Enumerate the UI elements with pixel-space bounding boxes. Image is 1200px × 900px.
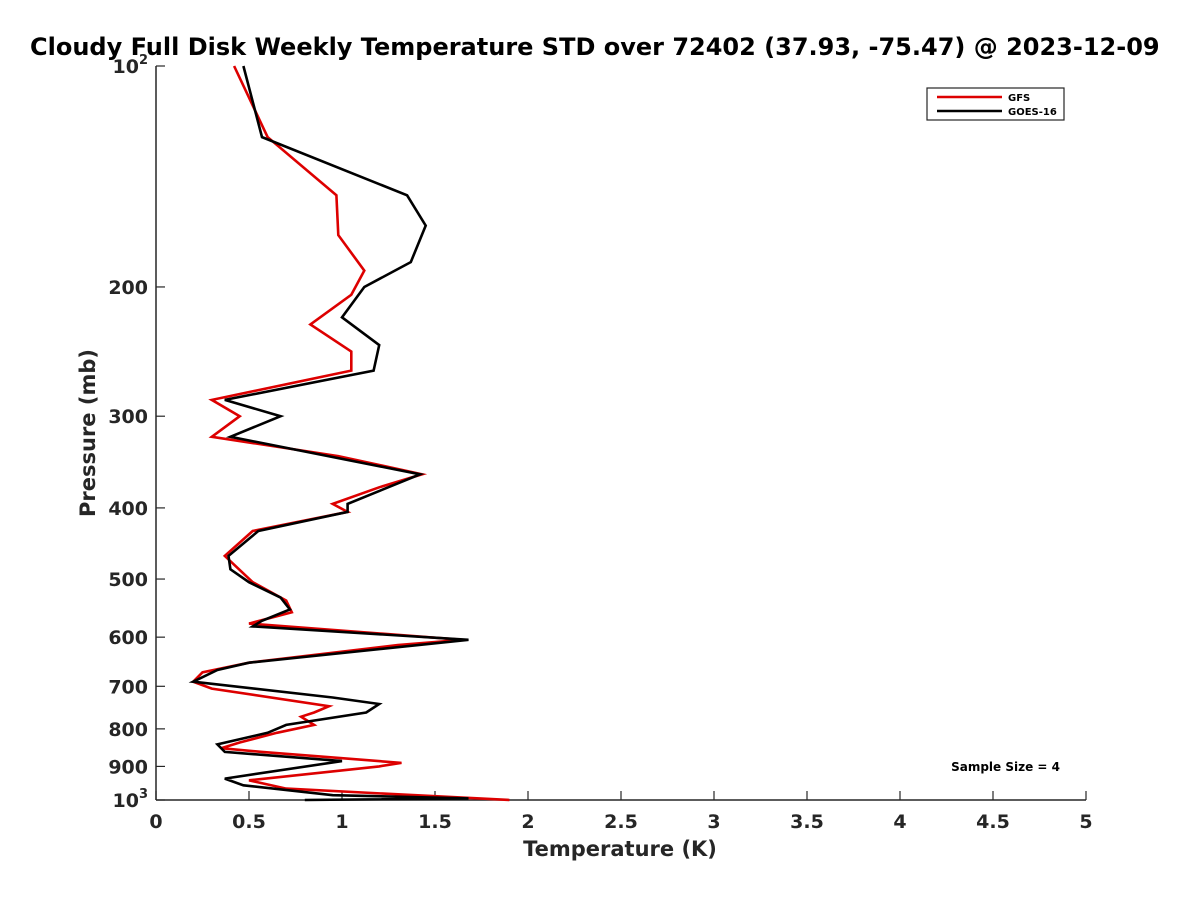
x-tick-label: 3.5 [790,811,824,833]
x-tick-label: 1.5 [418,811,452,833]
x-tick-label: 0 [149,811,162,833]
legend-label-gfs: GFS [1008,93,1030,104]
x-tick-label: 4.5 [976,811,1010,833]
y-tick-label: 102 [113,53,149,78]
x-tick-label: 4 [893,811,906,833]
chart-title: Cloudy Full Disk Weekly Temperature STD … [30,33,1160,61]
legend-box [926,87,1065,121]
x-tick-label: 1 [335,811,348,833]
y-axis-label: Pressure (mb) [76,349,100,517]
x-tick-label: 2.5 [604,811,638,833]
y-tick-label: 500 [108,569,148,591]
x-tick-label: 0.5 [232,811,266,833]
y-tick-label: 400 [108,498,148,520]
legend-label-goes-16: GOES-16 [1008,107,1057,118]
legend: GFS GOES-16 [926,87,1065,121]
y-tick-label: 200 [108,277,148,299]
x-axis-label: Temperature (K) [523,837,717,861]
y-tick-label: 900 [108,756,148,778]
x-tick-label: 3 [707,811,720,833]
y-tick-label: 300 [108,406,148,428]
y-tick-label: 600 [108,627,148,649]
y-tick-label: 700 [108,676,148,698]
x-tick-label: 2 [521,811,534,833]
y-tick-label: 103 [113,787,149,812]
x-tick-label: 5 [1079,811,1092,833]
series-line-goes-16 [188,65,469,802]
sample-size-annotation: Sample Size = 4 [951,760,1060,774]
plot-area: 0 0.5 1 1.5 2 2.5 3 3.5 4 4.5 5 102 200 300 400 500 600 7… [108,53,1092,833]
y-tick-label: 800 [108,719,148,741]
